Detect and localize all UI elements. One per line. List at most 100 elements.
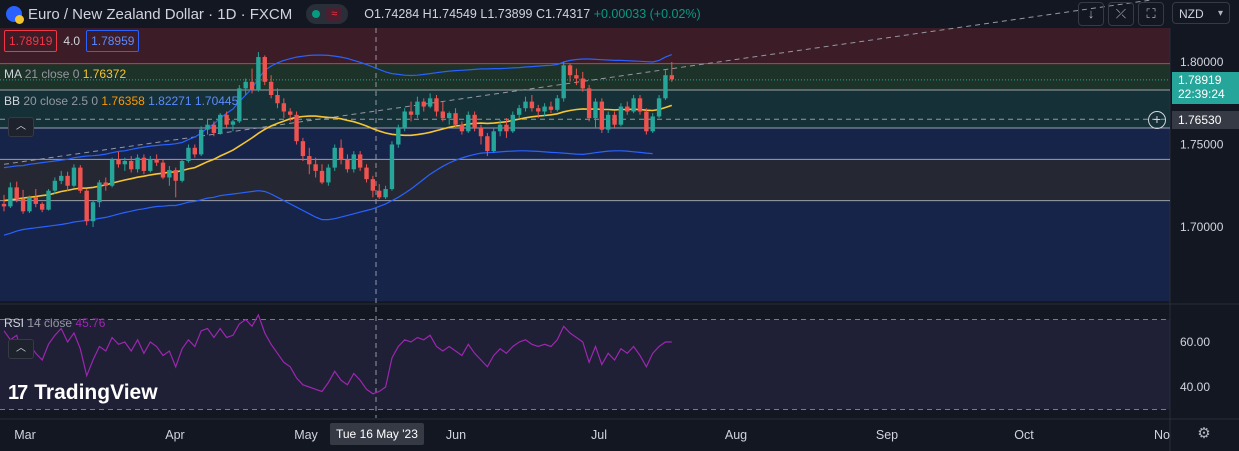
time-tick-label: Aug: [725, 428, 747, 442]
candle-body: [555, 98, 560, 110]
rsi-legend[interactable]: RSI 14 close 45.76: [4, 316, 105, 330]
candle: [415, 96, 420, 119]
candle: [529, 95, 535, 112]
candle-body: [440, 111, 446, 119]
candle: [383, 185, 388, 199]
candle-body: [599, 101, 605, 130]
candle-body: [631, 98, 636, 112]
candle-body: [262, 57, 267, 82]
ohlc-open-value: 1.74284: [373, 7, 420, 21]
chart-header: Euro / New Zealand Dollar · 1D · FXCM ≈ …: [6, 4, 701, 24]
candle-body: [612, 114, 617, 125]
legend-collapse-button[interactable]: ︿: [8, 117, 34, 137]
candle-body: [230, 121, 236, 125]
bb-legend[interactable]: BB 20 close 2.5 0 1.76358 1.82271 1.7044…: [4, 94, 238, 108]
candle-body: [415, 101, 420, 115]
candle-body: [205, 124, 210, 130]
symbol-title[interactable]: Euro / New Zealand Dollar · 1D · FXCM: [28, 5, 293, 23]
ohlc-high-key: H: [422, 7, 432, 21]
candle-body: [389, 144, 395, 190]
candle-body: [396, 128, 401, 145]
market-status-pill[interactable]: ≈: [306, 4, 349, 24]
candle: [8, 182, 13, 209]
candle-body: [402, 111, 407, 128]
candle-body: [148, 159, 153, 171]
candle-body: [574, 75, 579, 79]
currency-select[interactable]: NZD ▾: [1172, 2, 1230, 24]
candle-body: [618, 106, 624, 125]
wave-icon: ≈: [326, 7, 343, 21]
ohlc-low-value: 1.73899: [487, 7, 533, 21]
last-price-tag: 1.78919 22:39:24: [1172, 72, 1239, 104]
candle: [478, 124, 484, 145]
axis-layer: 1.80000 1.75000 1.70000 60.00 40.00 Mar Apr May…: [14, 55, 1223, 442]
candle: [90, 200, 96, 227]
candles-layer: [1, 52, 674, 227]
settings-gear-icon[interactable]: ⚙: [1197, 425, 1211, 442]
ma-legend-value: 1.76372: [82, 67, 127, 81]
add-alert-plus-icon[interactable]: +: [1148, 111, 1166, 129]
price-zone-5: [0, 159, 1170, 201]
candle-body: [427, 98, 433, 107]
candle: [65, 171, 70, 191]
candle: [173, 167, 178, 198]
candle: [230, 119, 236, 132]
candle-body: [78, 167, 83, 191]
candle: [167, 165, 172, 186]
candle: [14, 181, 19, 203]
candle: [466, 111, 471, 133]
candle: [186, 144, 191, 163]
candle-body: [529, 101, 535, 109]
candle-body: [179, 161, 185, 181]
candle: [389, 141, 395, 191]
candle-body: [8, 187, 13, 207]
candle-body: [357, 154, 363, 168]
ask-button[interactable]: 1.78959: [86, 30, 140, 52]
candle-body: [459, 124, 465, 132]
candle-body: [65, 175, 70, 186]
candle-body: [122, 161, 128, 165]
candle: [46, 189, 51, 211]
ma-line: [3, 104, 673, 202]
ma-legend[interactable]: MA 21 close 0 1.76372: [4, 67, 126, 81]
bb-legend-lower: 1.70445: [194, 94, 239, 108]
candle-body: [453, 113, 458, 125]
candle: [154, 154, 159, 166]
fullscreen-icon[interactable]: ⛶: [1138, 2, 1164, 26]
candle: [351, 151, 356, 173]
collapse-icon[interactable]: ⤫: [1108, 2, 1134, 26]
candle-body: [313, 164, 318, 171]
ohlc-readout: O1.74284 H1.74549 L1.73899 C1.74317 +0.0…: [364, 7, 700, 21]
candle: [84, 189, 89, 226]
candle-body: [109, 159, 115, 186]
candle-body: [281, 103, 287, 112]
candle-body: [478, 128, 484, 137]
candle-body: [663, 75, 668, 99]
tradingview-logo: 17 TradingView: [8, 381, 158, 405]
candle: [338, 139, 344, 165]
candle: [421, 98, 426, 112]
rsi-collapse-button[interactable]: ︿: [8, 339, 34, 359]
candle: [555, 95, 560, 112]
candle: [612, 111, 617, 128]
candle-body: [116, 159, 121, 165]
candle-body: [548, 106, 554, 110]
candle: [453, 108, 458, 128]
ohlc-close-value: 1.74317: [545, 7, 591, 21]
crosshair-price-tag: 1.76530: [1172, 111, 1239, 129]
rsi-layer: [3, 313, 672, 395]
candle: [364, 164, 369, 183]
candle-body: [504, 124, 509, 132]
candle-body: [351, 154, 356, 170]
candle: [408, 101, 414, 122]
arrow-down-icon[interactable]: ↓: [1078, 2, 1104, 26]
candle-body: [625, 106, 630, 112]
candle-body: [1, 203, 7, 207]
bid-button[interactable]: 1.78919: [4, 30, 58, 52]
candle-body: [516, 108, 522, 115]
candle-body: [338, 147, 344, 160]
time-tick-label: Oct: [1014, 428, 1034, 442]
candle: [459, 121, 465, 135]
candle-body: [224, 114, 229, 125]
